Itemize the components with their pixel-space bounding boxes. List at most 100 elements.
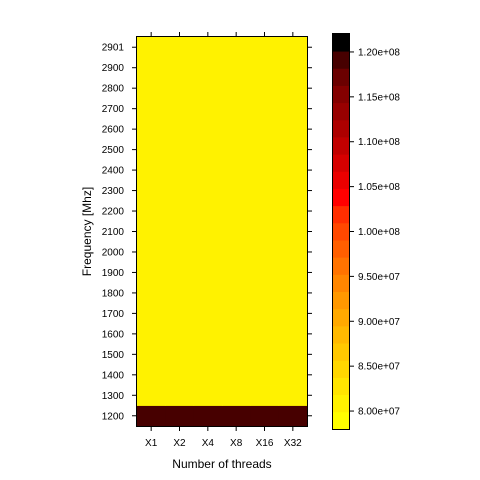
colorbar-tick-label: 1.15e+08 <box>358 92 400 103</box>
colorbar-swatch <box>333 274 349 293</box>
colorbar-swatch <box>333 360 349 378</box>
heatmap-cell <box>193 241 223 263</box>
heatmap-cell <box>222 180 251 202</box>
colorbar-tick-label: 1.00e+08 <box>358 227 400 238</box>
heatmap-cell <box>137 364 166 386</box>
x-axis: X1 X2 X4 X8 X16 X32 <box>145 32 302 449</box>
y-tick-label: 2900 <box>102 63 125 74</box>
heatmap-cell <box>222 405 251 427</box>
colorbar-swatch <box>333 171 349 189</box>
heatmap-cell <box>250 159 280 181</box>
heatmap-cell <box>193 200 223 222</box>
heatmap-cell <box>137 118 166 140</box>
heatmap-cell <box>137 221 166 243</box>
heatmap-cell <box>222 118 251 140</box>
heatmap-cell <box>193 405 223 427</box>
heatmap-cell <box>278 405 308 427</box>
heatmap-cell <box>250 200 280 222</box>
heatmap-cell <box>165 118 195 140</box>
colorbar-tick-label: 8.50e+07 <box>358 362 400 373</box>
heatmap-cell <box>222 139 251 161</box>
heatmap-cell <box>165 385 195 406</box>
heatmap-cell <box>165 37 195 58</box>
heatmap-cell <box>165 77 195 99</box>
colorbar-swatch <box>333 119 349 138</box>
y-tick-label: 1400 <box>102 370 125 381</box>
heatmap-cell <box>137 344 166 365</box>
heatmap-cell <box>137 159 166 181</box>
heatmap-cell <box>278 159 308 181</box>
colorbar-swatch <box>333 257 349 275</box>
x-tick-label: X8 <box>230 438 243 449</box>
heatmap-cell <box>250 344 280 365</box>
heatmap-cell <box>193 180 223 202</box>
colorbar-swatch <box>333 377 349 396</box>
x-tick-label: X2 <box>173 438 186 449</box>
y-tick-label: 1300 <box>102 391 125 402</box>
heatmap-cell <box>250 221 280 243</box>
heatmap-cell <box>165 180 195 202</box>
heatmap-cell <box>278 180 308 202</box>
heatmap-cell <box>250 323 280 345</box>
heatmap-cell <box>278 221 308 243</box>
colorbar-swatch <box>333 68 349 86</box>
heatmap-cell <box>250 77 280 99</box>
colorbar-tick-label: 1.20e+08 <box>358 47 400 58</box>
heatmap-cell <box>278 241 308 263</box>
colorbar-swatch <box>333 308 349 327</box>
heatmap-cell <box>193 57 223 79</box>
colorbar-swatch <box>333 51 349 69</box>
heatmap-cell <box>137 385 166 406</box>
heatmap-cell <box>137 241 166 263</box>
x-tick-label: X32 <box>284 438 302 449</box>
colorbar-swatch <box>333 137 349 155</box>
heatmap-cell <box>250 282 280 304</box>
heatmap-cell <box>250 139 280 161</box>
heatmap-cell <box>222 37 251 58</box>
heatmap-cell <box>193 344 223 365</box>
y-tick-label: 2800 <box>102 84 125 95</box>
heatmap-cell <box>137 77 166 99</box>
heatmap-cell <box>165 221 195 243</box>
heatmap-cell <box>193 282 223 304</box>
heatmap-cell <box>165 262 195 284</box>
colorbar-swatch <box>333 154 349 172</box>
y-tick-label: 2400 <box>102 166 125 177</box>
x-tick-label: X1 <box>145 438 158 449</box>
heatmap-cell <box>250 405 280 427</box>
colorbar-swatch <box>333 325 349 344</box>
y-tick-label: 1500 <box>102 350 125 361</box>
y-axis: 1200 1300 1400 1500 1600 1700 1800 1900 2000 2100… <box>102 43 312 422</box>
heatmap-cell <box>278 262 308 284</box>
heatmap-cell <box>278 57 308 79</box>
heatmap-cell <box>193 364 223 386</box>
x-axis-title: Number of threads <box>172 457 271 471</box>
heatmap-cell <box>222 364 251 386</box>
heatmap-cell <box>278 77 308 99</box>
heatmap-cell <box>250 118 280 140</box>
heatmap-cell <box>137 37 166 58</box>
y-tick-label: 2300 <box>102 186 125 197</box>
colorbar-tick-label: 9.00e+07 <box>358 317 400 328</box>
heatmap-cell <box>278 200 308 222</box>
heatmap-cell <box>278 118 308 140</box>
heatmap-cell <box>278 37 308 58</box>
colorbar-swatch <box>333 85 349 104</box>
colorbar: 8.00e+07 8.50e+07 9.00e+07 9.50e+07 1.00e+08… <box>332 33 400 430</box>
heatmap-cell <box>250 262 280 284</box>
heatmap-cells <box>137 37 308 427</box>
heatmap-cell <box>278 139 308 161</box>
x-tick-label: X4 <box>202 438 215 449</box>
heatmap-cell <box>250 303 280 325</box>
colorbar-swatch <box>333 394 349 413</box>
heatmap-cell <box>278 303 308 325</box>
heatmap-cell <box>278 364 308 386</box>
heatmap-cell <box>137 262 166 284</box>
y-tick-label: 1200 <box>102 411 125 422</box>
colorbar-tick-label: 8.00e+07 <box>358 407 400 418</box>
heatmap-cell <box>278 385 308 406</box>
heatmap-cell <box>165 364 195 386</box>
heatmap-cell <box>137 139 166 161</box>
heatmap-cell <box>278 323 308 345</box>
